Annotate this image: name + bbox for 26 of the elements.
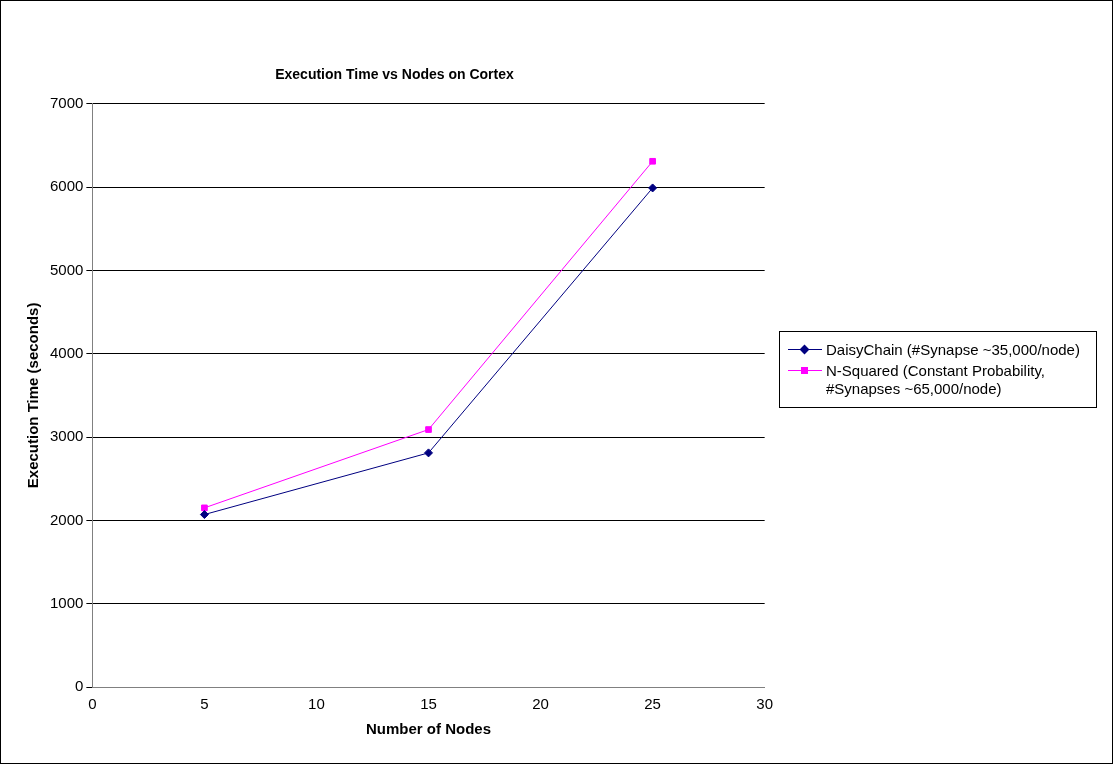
point	[649, 157, 656, 165]
y-tick-label: 4000	[49, 343, 84, 361]
y-axis-title: Execution Time (seconds)	[24, 302, 42, 489]
y-tick-label: 0	[75, 677, 84, 695]
x-tick-label: 30	[756, 695, 773, 713]
point	[199, 510, 209, 520]
x-tick-label: 15	[420, 695, 437, 713]
point	[425, 426, 432, 433]
x-tick-label: 20	[532, 695, 549, 713]
y-tick-label: 3000	[49, 427, 84, 445]
legend-label: N-Squared (Constant Probability, #Synapses ~65,000/node)	[826, 362, 1046, 398]
x-tick-label: 10	[308, 695, 325, 713]
legend-label: DaisyChain (#Synapse ~35,000/node)	[826, 341, 1081, 359]
x-tick-label: 0	[88, 695, 97, 713]
point	[648, 183, 658, 193]
y-tick-label: 2000	[49, 510, 84, 528]
y-tick-label: 6000	[49, 177, 84, 195]
x-axis-title: Number of Nodes	[366, 720, 492, 738]
y-tick-label: 5000	[49, 260, 84, 278]
y-tick-label: 1000	[49, 593, 84, 611]
point	[424, 448, 434, 458]
x-tick-label: 25	[644, 695, 661, 713]
point	[201, 504, 208, 512]
chart-title: Execution Time vs Nodes on Cortex	[275, 66, 514, 83]
y-tick-label: 7000	[49, 93, 84, 111]
x-tick-label: 5	[200, 695, 209, 713]
